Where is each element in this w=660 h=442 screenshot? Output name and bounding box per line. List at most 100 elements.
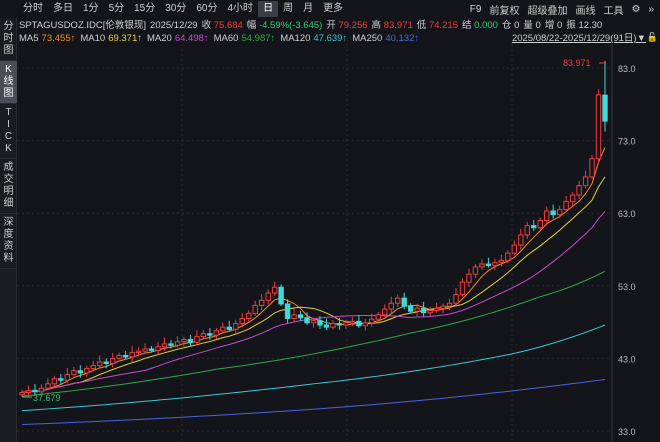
candle[interactable] xyxy=(90,361,96,372)
candle[interactable] xyxy=(258,293,265,311)
candle[interactable] xyxy=(323,318,330,331)
candle[interactable] xyxy=(602,60,608,132)
candle[interactable] xyxy=(155,342,161,356)
candle[interactable] xyxy=(284,299,291,324)
tool-4[interactable]: 工具 xyxy=(603,5,624,17)
sidebar-item-0[interactable]: 分时图 xyxy=(0,18,17,61)
candle[interactable] xyxy=(524,221,530,239)
candle[interactable] xyxy=(375,311,381,323)
candle[interactable] xyxy=(576,180,582,199)
candle[interactable] xyxy=(330,319,336,330)
candle[interactable] xyxy=(32,383,38,396)
candle[interactable] xyxy=(544,206,550,226)
candle[interactable] xyxy=(563,196,569,212)
tab-7[interactable]: 4小时 xyxy=(227,3,254,14)
tab-1[interactable]: 多日 xyxy=(53,3,73,14)
candle[interactable] xyxy=(427,306,433,316)
candle[interactable] xyxy=(336,318,343,330)
candle[interactable] xyxy=(291,308,297,323)
candle[interactable] xyxy=(505,250,511,264)
candle[interactable] xyxy=(278,284,284,307)
candle[interactable] xyxy=(589,154,595,180)
candle[interactable] xyxy=(362,319,369,331)
candle[interactable] xyxy=(220,322,226,334)
candle[interactable] xyxy=(420,301,427,317)
candle[interactable] xyxy=(310,317,317,328)
candle[interactable] xyxy=(194,330,200,346)
candle[interactable] xyxy=(304,312,310,326)
candle[interactable] xyxy=(187,334,194,347)
tool-0[interactable]: F9 xyxy=(469,3,482,15)
tool-1[interactable]: 前复权 xyxy=(489,5,520,17)
tab-6[interactable]: 60分 xyxy=(196,3,218,14)
tab-9[interactable]: 周 xyxy=(283,3,294,14)
candle[interactable] xyxy=(382,304,388,318)
candle[interactable] xyxy=(511,240,518,256)
candle[interactable] xyxy=(595,89,602,164)
sidebar-item-4[interactable]: 深度资料 xyxy=(0,214,17,269)
candle[interactable] xyxy=(550,204,556,219)
candle[interactable] xyxy=(64,367,71,384)
candle[interactable] xyxy=(45,378,51,391)
candle[interactable] xyxy=(58,374,64,385)
candle[interactable] xyxy=(414,303,420,317)
double-chevron-right-icon[interactable]: » xyxy=(648,3,654,15)
candle[interactable] xyxy=(181,336,187,347)
candle[interactable] xyxy=(200,329,207,339)
sidebar-item-3[interactable]: 成交明细 xyxy=(0,159,17,214)
candle[interactable] xyxy=(174,336,181,348)
candle[interactable] xyxy=(38,384,45,395)
candle[interactable] xyxy=(453,288,459,307)
candle[interactable] xyxy=(84,365,90,377)
candle[interactable] xyxy=(343,319,349,329)
candle[interactable] xyxy=(97,355,103,368)
candle[interactable] xyxy=(129,346,135,362)
candle[interactable] xyxy=(433,302,440,313)
candle[interactable] xyxy=(226,320,232,332)
candle[interactable] xyxy=(148,346,155,353)
candle[interactable] xyxy=(569,192,576,207)
candle[interactable] xyxy=(446,298,453,311)
candle[interactable] xyxy=(19,389,25,397)
lock-icon[interactable]: 🔓 xyxy=(646,32,658,42)
candle[interactable] xyxy=(356,314,362,328)
candle[interactable] xyxy=(407,303,414,314)
candle[interactable] xyxy=(168,340,174,349)
candlestick-chart[interactable]: 83.0 73.0 63.0 53.0 43.0 33.0 83.971 37.679 xyxy=(17,44,660,442)
candle[interactable] xyxy=(401,292,407,310)
candle[interactable] xyxy=(466,268,472,287)
candle[interactable] xyxy=(485,257,492,268)
candle[interactable] xyxy=(103,358,109,369)
candle[interactable] xyxy=(207,328,213,340)
tab-3[interactable]: 5分 xyxy=(108,3,125,14)
tab-10[interactable]: 月 xyxy=(303,3,314,14)
date-range-selector[interactable]: 2025/08/22-2025/12/29(91日)▼ xyxy=(511,33,646,44)
tab-11[interactable]: 更多 xyxy=(323,3,344,14)
tool-2[interactable]: 超级叠加 xyxy=(527,5,568,17)
candle[interactable] xyxy=(71,366,77,377)
candle[interactable] xyxy=(233,319,239,335)
candle[interactable] xyxy=(388,296,394,314)
candle[interactable] xyxy=(395,294,401,308)
candle[interactable] xyxy=(246,310,252,322)
candle[interactable] xyxy=(537,217,543,230)
tool-3[interactable]: 画线 xyxy=(575,5,596,17)
candle[interactable] xyxy=(135,347,142,357)
candle[interactable] xyxy=(252,300,258,316)
candle[interactable] xyxy=(556,205,563,218)
candle[interactable] xyxy=(492,258,498,271)
candle[interactable] xyxy=(498,254,505,267)
candle[interactable] xyxy=(239,312,245,328)
tab-5[interactable]: 30分 xyxy=(165,3,187,14)
candle[interactable] xyxy=(161,337,168,351)
tab-0[interactable]: 分时 xyxy=(23,3,43,14)
candle[interactable] xyxy=(51,375,58,389)
gear-icon[interactable]: ⚙ xyxy=(631,3,641,15)
candle[interactable] xyxy=(25,385,32,398)
candle[interactable] xyxy=(440,303,446,314)
candle[interactable] xyxy=(116,352,122,362)
candle[interactable] xyxy=(122,350,129,360)
candle[interactable] xyxy=(479,259,485,270)
